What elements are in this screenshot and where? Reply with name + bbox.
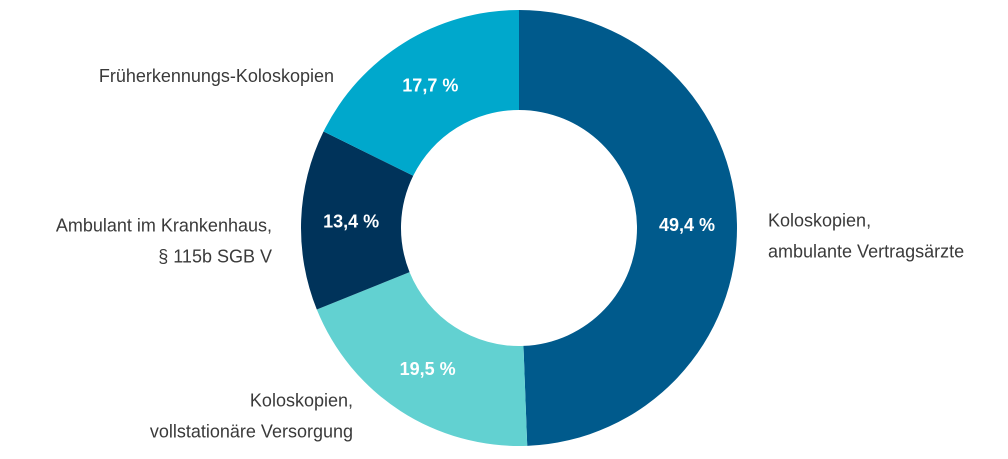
slice-value-label-1: 19,5 % [400,359,456,379]
slice-value-label-2: 13,4 % [323,212,379,232]
donut-slices [301,10,737,446]
slice-category-label-line: vollstationäre Versorgung [150,422,353,442]
slice-category-label-line: Früherkennungs-Koloskopien [99,66,334,86]
slice-value-label-3: 17,7 % [402,75,458,95]
slice-category-label-line: Ambulant im Krankenhaus, [56,216,272,236]
slice-1 [316,272,528,446]
category-labels: Koloskopien, ambulante VertragsärzteKolos… [56,66,964,442]
slice-value-label-0: 49,4 % [659,215,715,235]
slice-0 [519,10,737,446]
slice-category-label-line: Koloskopien, [250,391,353,411]
slice-category-label-2: Ambulant im Krankenhaus, § 115b SGB V [56,216,272,267]
slice-2 [301,131,414,310]
slice-category-label-3: Früherkennungs-Koloskopien [99,66,334,86]
slice-category-label-1: Koloskopien, vollstationäre Versorgung [150,391,353,442]
slice-category-label-line: § 115b SGB V [158,247,272,267]
slice-category-label-line: ambulante Vertragsärzte [768,242,964,262]
percentage-labels: 49,4 % 19,5 % 13,4 % 17,7 % [323,75,715,379]
slice-3 [323,10,519,176]
slice-category-label-line: Koloskopien, [768,211,871,231]
slice-category-label-0: Koloskopien, ambulante Vertragsärzte [768,211,964,262]
